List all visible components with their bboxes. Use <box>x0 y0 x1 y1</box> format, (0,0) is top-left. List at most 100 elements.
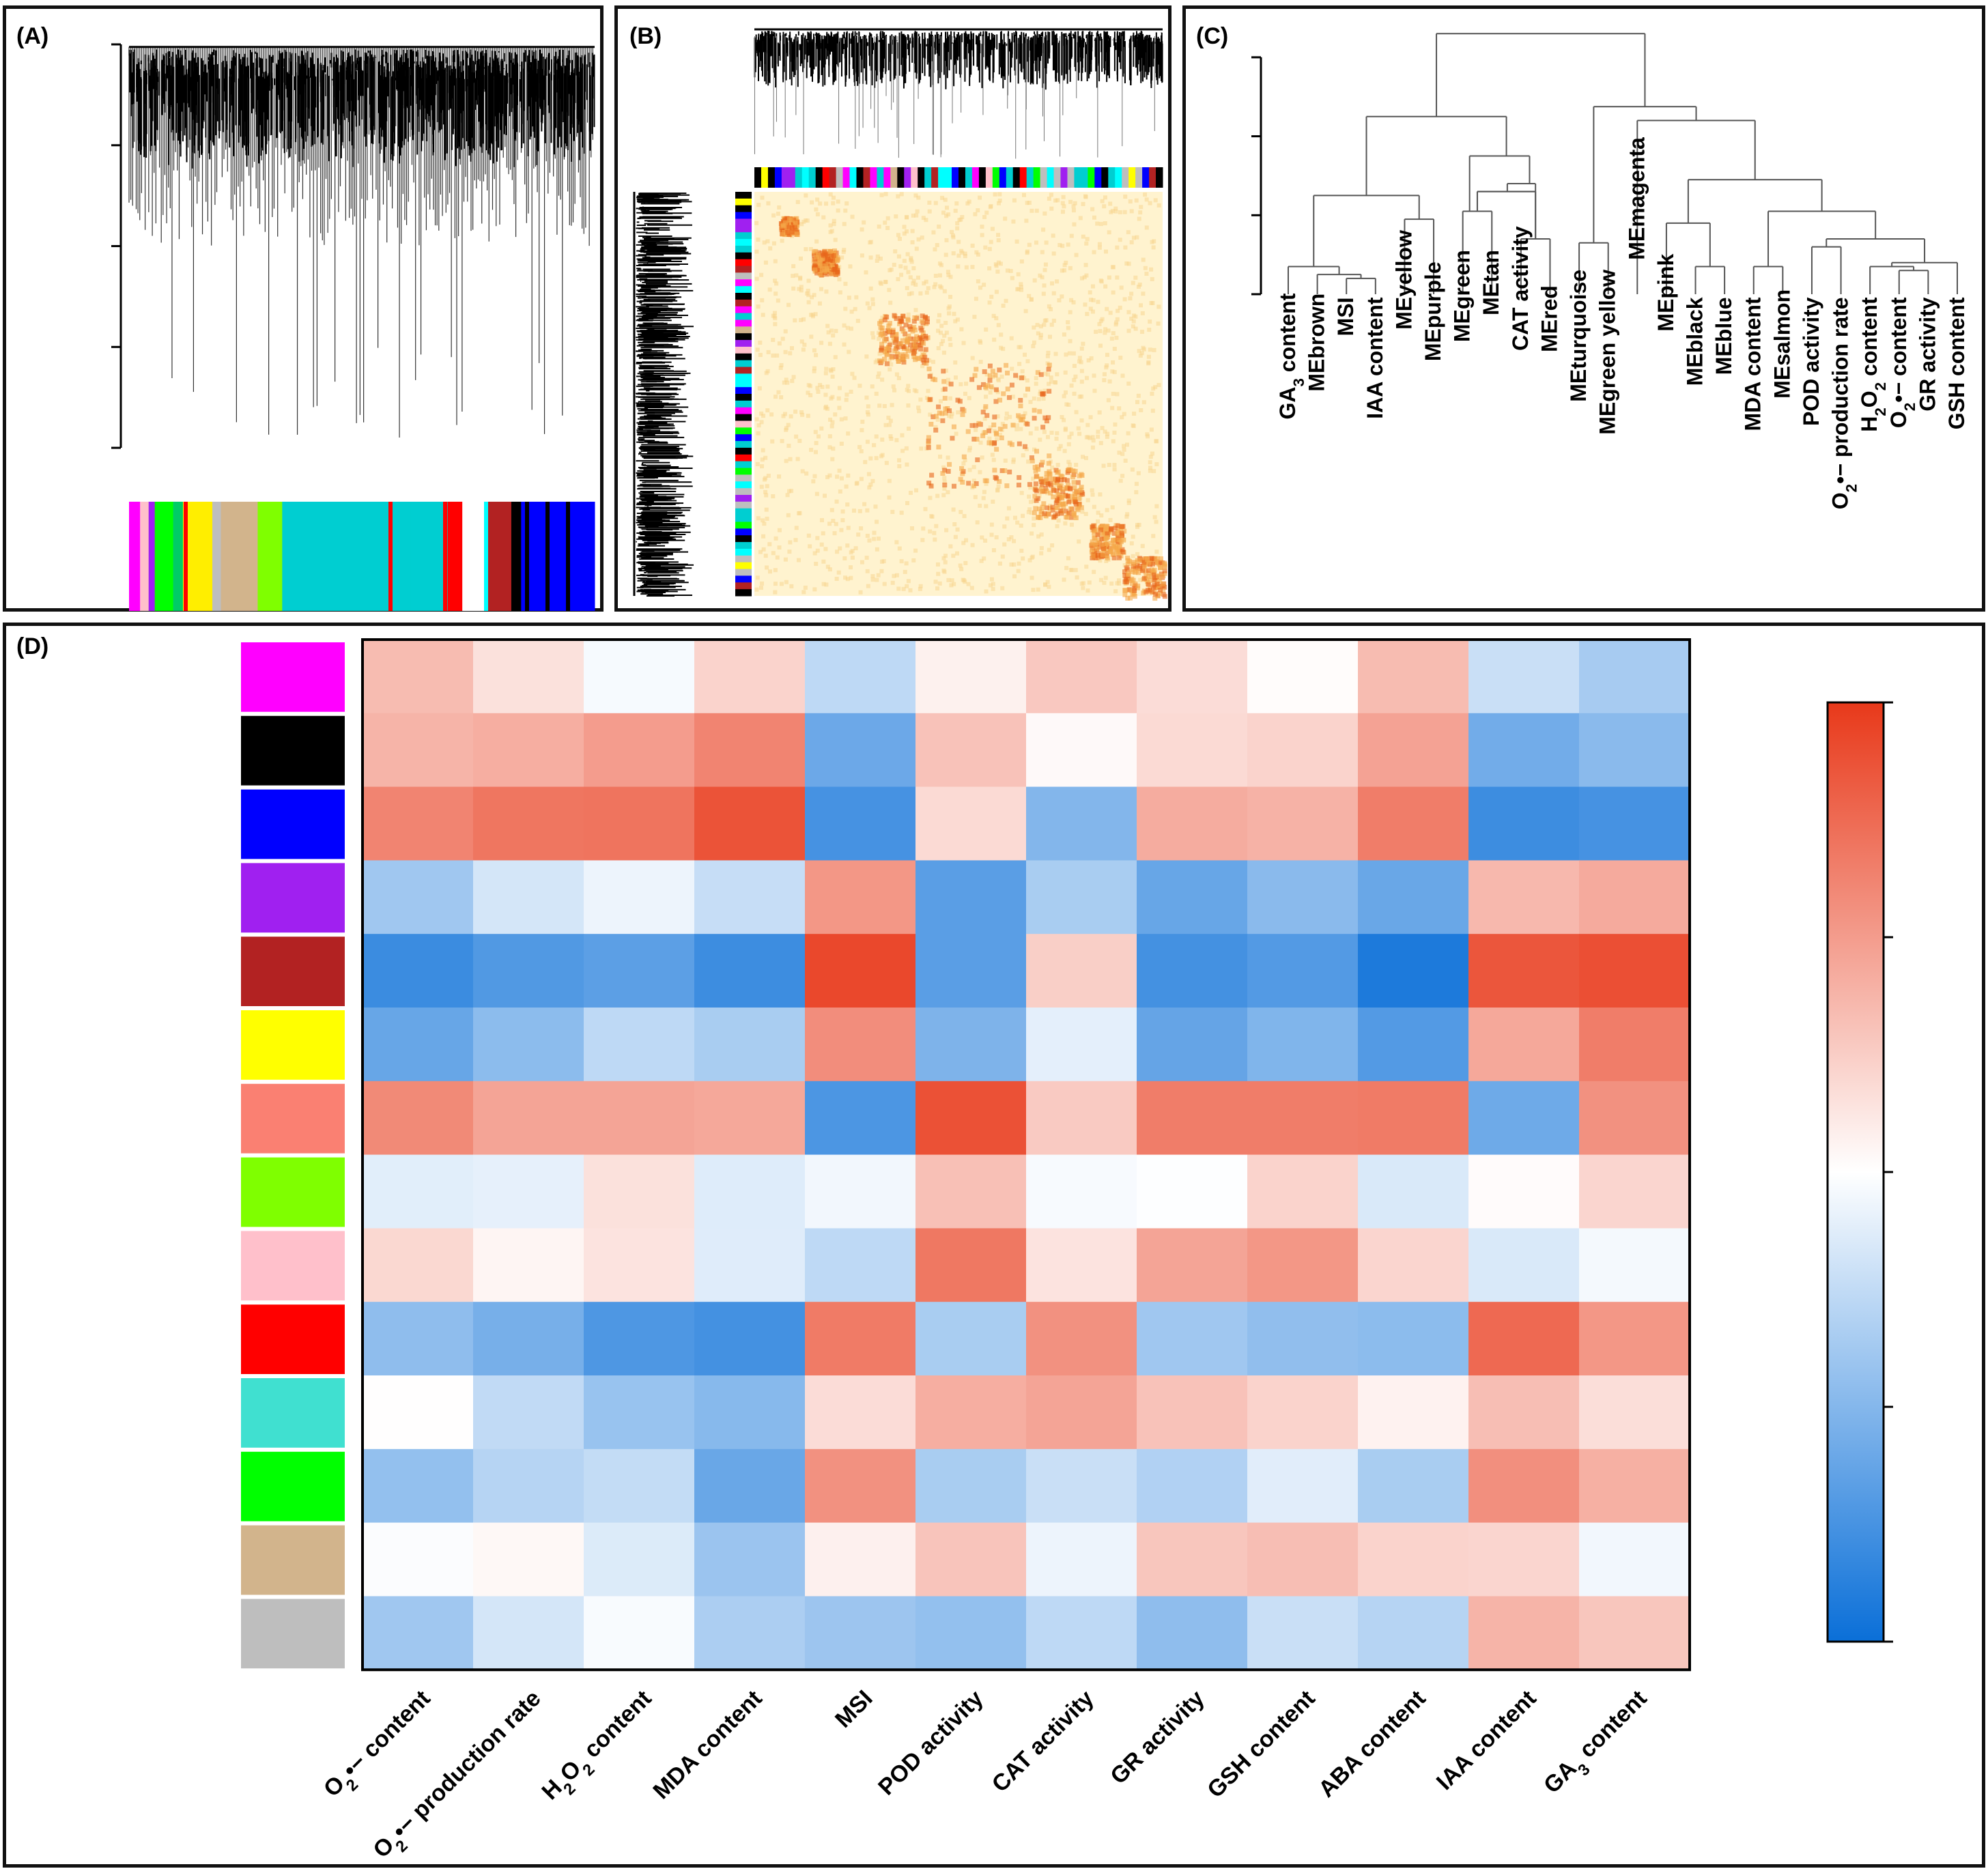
tom-cell-high <box>813 259 819 265</box>
tom-cell <box>927 209 932 214</box>
tom-cell <box>959 248 964 253</box>
tom-cell <box>899 192 904 197</box>
tom-cell <box>1105 508 1109 513</box>
tom-cell <box>921 216 926 220</box>
module-color-segment <box>735 239 752 246</box>
tom-cell <box>878 256 883 261</box>
tom-cell <box>843 416 848 420</box>
tom-cell-high <box>1036 515 1041 520</box>
tom-cell-high <box>910 347 915 352</box>
tom-cell <box>1144 197 1149 202</box>
tom-cell-high <box>912 315 918 320</box>
tom-cell <box>801 347 806 352</box>
tom-cell <box>1037 494 1042 498</box>
tom-cell <box>1086 358 1091 362</box>
tom-cell <box>1009 562 1014 567</box>
panel-b-tom-plot <box>633 28 1167 601</box>
tom-cell <box>1081 234 1085 239</box>
tom-cell-high <box>911 337 917 342</box>
tom-cell <box>987 300 992 305</box>
tom-cell-high <box>924 358 930 363</box>
tom-cell <box>887 351 892 356</box>
tom-cell <box>1088 290 1092 295</box>
tom-cell <box>1113 209 1118 214</box>
tom-cell <box>1034 426 1039 431</box>
module-color-segment <box>999 167 1007 188</box>
tom-cell-high <box>1004 483 1010 489</box>
module-color-segment <box>735 515 752 522</box>
tom-cell <box>1150 408 1155 413</box>
tom-cell <box>1090 488 1094 493</box>
tom-cell <box>1042 211 1047 216</box>
tom-cell <box>829 508 834 513</box>
tom-cell <box>982 556 986 561</box>
tom-cell <box>795 199 800 204</box>
tom-cell <box>918 291 923 296</box>
tom-cell-high <box>784 216 789 221</box>
tom-cell-high <box>1032 510 1037 515</box>
tom-cell-high <box>886 323 892 328</box>
tom-cell <box>796 558 801 562</box>
tom-cell <box>955 317 960 322</box>
tom-cell <box>754 276 759 281</box>
tom-cell <box>1025 251 1030 255</box>
tom-cell <box>933 201 938 205</box>
tom-cell <box>887 287 892 292</box>
tom-cell-high <box>1060 502 1066 507</box>
tom-cell <box>1112 430 1117 435</box>
tom-cell <box>810 295 814 300</box>
tom-cell <box>940 195 945 200</box>
tom-cell <box>764 493 769 498</box>
module-color-segment <box>735 569 752 576</box>
tom-cell <box>920 235 924 240</box>
tom-cell <box>953 375 958 380</box>
tom-cell <box>1114 335 1119 340</box>
tom-cell <box>931 230 936 235</box>
tom-cell <box>755 575 760 580</box>
tom-cell <box>955 527 960 532</box>
tom-cell-high <box>821 253 826 258</box>
tom-cell <box>788 351 793 356</box>
tom-cell <box>1074 462 1079 467</box>
tom-cell <box>1062 577 1066 582</box>
tom-cell <box>1064 566 1069 571</box>
tom-cell-high <box>973 423 978 428</box>
tom-cell <box>950 578 954 583</box>
tom-cell <box>928 529 933 534</box>
tom-cell <box>1055 372 1060 377</box>
tom-cell <box>804 471 809 476</box>
tom-cell-high <box>940 471 946 476</box>
tom-cell <box>1032 325 1036 330</box>
tom-cell <box>1131 424 1136 429</box>
tom-cell <box>762 522 767 526</box>
tom-cell-high <box>892 340 898 345</box>
tom-cell <box>812 551 817 556</box>
tom-cell <box>832 218 836 223</box>
tom-cell <box>768 246 773 251</box>
tom-cell <box>819 287 823 291</box>
module-color-segment <box>1156 167 1163 188</box>
tom-cell <box>1125 512 1130 517</box>
tom-cell <box>1012 562 1017 567</box>
tom-cell <box>1031 344 1036 349</box>
tom-cell <box>862 220 866 225</box>
module-color-segment <box>735 225 752 233</box>
tom-cell <box>1090 435 1095 440</box>
tom-cell <box>799 222 804 227</box>
tom-cell <box>1123 195 1128 199</box>
tom-cell-high <box>879 341 885 347</box>
tom-cell <box>1079 418 1084 423</box>
tom-cell <box>873 360 878 365</box>
tom-cell <box>1098 222 1103 227</box>
module-color-segment <box>735 508 752 516</box>
tom-cell-high <box>1004 362 1009 368</box>
tom-cell <box>1156 304 1161 309</box>
tom-cell-high <box>924 360 929 366</box>
tom-cell <box>1000 421 1005 426</box>
tom-cell-high <box>1002 468 1008 474</box>
tom-cell <box>1135 235 1139 240</box>
tom-cell <box>816 389 821 394</box>
tom-cell <box>984 504 989 509</box>
tom-cell <box>958 382 963 386</box>
tom-cell <box>1036 534 1041 539</box>
